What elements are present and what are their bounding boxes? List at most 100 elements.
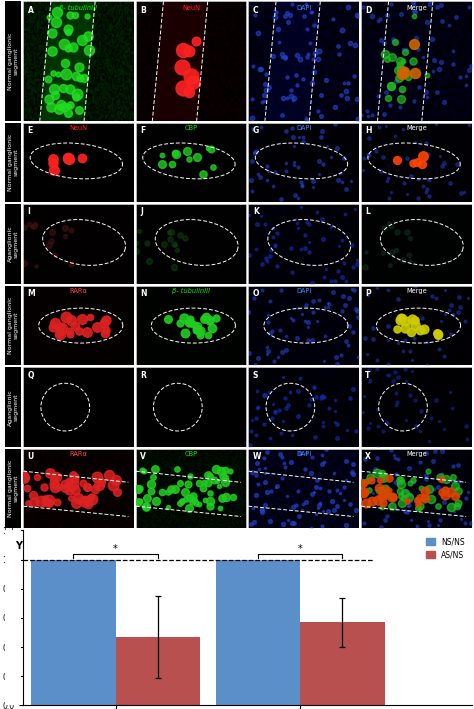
Point: [423, 183, 431, 194]
Point: [316, 499, 323, 510]
Point: [143, 493, 150, 504]
Point: [374, 16, 382, 27]
Point: [441, 308, 449, 320]
Point: [361, 333, 368, 344]
Point: [393, 478, 401, 489]
Point: [221, 476, 228, 487]
Point: [461, 518, 469, 529]
Point: [408, 366, 416, 377]
Point: [172, 148, 180, 160]
Text: G: G: [253, 126, 259, 135]
Point: [61, 482, 69, 493]
Point: [282, 157, 290, 169]
Point: [387, 186, 394, 197]
Point: [282, 344, 290, 355]
Point: [462, 70, 469, 82]
Text: Q: Q: [27, 371, 34, 379]
Point: [350, 71, 358, 82]
Point: [410, 96, 418, 107]
Point: [441, 284, 448, 296]
Point: [189, 497, 196, 508]
Point: [271, 11, 279, 23]
Point: [266, 250, 273, 262]
Point: [344, 78, 352, 89]
Point: [261, 78, 269, 89]
Point: [261, 499, 268, 510]
Point: [407, 233, 414, 244]
Point: [254, 168, 262, 179]
Point: [260, 95, 268, 106]
Point: [424, 174, 432, 185]
Point: [305, 247, 312, 258]
Point: [434, 481, 441, 493]
Text: A: A: [27, 6, 34, 15]
Point: [385, 369, 393, 381]
Text: Merge: Merge: [406, 5, 427, 11]
Point: [406, 389, 414, 401]
Point: [406, 477, 413, 489]
Point: [54, 6, 61, 18]
Point: [199, 169, 207, 180]
Point: [171, 240, 179, 251]
Point: [339, 290, 346, 301]
Point: [394, 64, 401, 75]
Point: [319, 233, 327, 245]
Point: [383, 9, 391, 21]
Point: [367, 474, 375, 486]
Polygon shape: [377, 1, 433, 121]
Point: [329, 13, 337, 25]
Point: [315, 45, 323, 56]
Point: [416, 493, 424, 504]
Text: I: I: [27, 208, 30, 216]
Point: [87, 491, 95, 503]
Text: K: K: [253, 208, 259, 216]
Point: [67, 225, 75, 236]
Point: [457, 513, 465, 525]
Point: [320, 457, 328, 468]
Point: [279, 92, 287, 104]
Point: [290, 140, 298, 152]
Bar: [116, 637, 200, 705]
Point: [318, 89, 325, 101]
Point: [319, 158, 327, 169]
Point: [257, 121, 264, 133]
Point: [413, 494, 420, 506]
Point: [310, 383, 318, 394]
Point: [74, 493, 82, 504]
Point: [288, 430, 296, 441]
Point: [64, 23, 72, 35]
Point: [464, 486, 472, 497]
Point: [251, 147, 258, 158]
Text: U: U: [27, 452, 34, 461]
Point: [258, 96, 266, 107]
Point: [78, 34, 86, 45]
Point: [446, 20, 453, 31]
Point: [246, 347, 253, 359]
Point: [292, 69, 300, 80]
Point: [331, 275, 338, 286]
Point: [349, 327, 356, 338]
Point: [397, 70, 405, 82]
Point: [181, 486, 189, 498]
Point: [406, 345, 413, 357]
Point: [441, 489, 448, 501]
Point: [346, 392, 354, 403]
Point: [328, 221, 335, 233]
Point: [423, 337, 430, 348]
Point: [304, 316, 311, 328]
Point: [363, 106, 371, 117]
Point: [295, 510, 302, 522]
Point: [71, 10, 79, 21]
Point: [273, 482, 280, 493]
Text: CBP: CBP: [184, 125, 198, 131]
Point: [322, 263, 329, 274]
Text: Merge: Merge: [406, 125, 427, 131]
Point: [375, 482, 383, 493]
Point: [65, 484, 73, 496]
Point: [415, 503, 422, 514]
Point: [402, 375, 410, 386]
Point: [260, 89, 268, 100]
Point: [221, 472, 229, 484]
Point: [286, 386, 294, 398]
Point: [432, 395, 440, 406]
